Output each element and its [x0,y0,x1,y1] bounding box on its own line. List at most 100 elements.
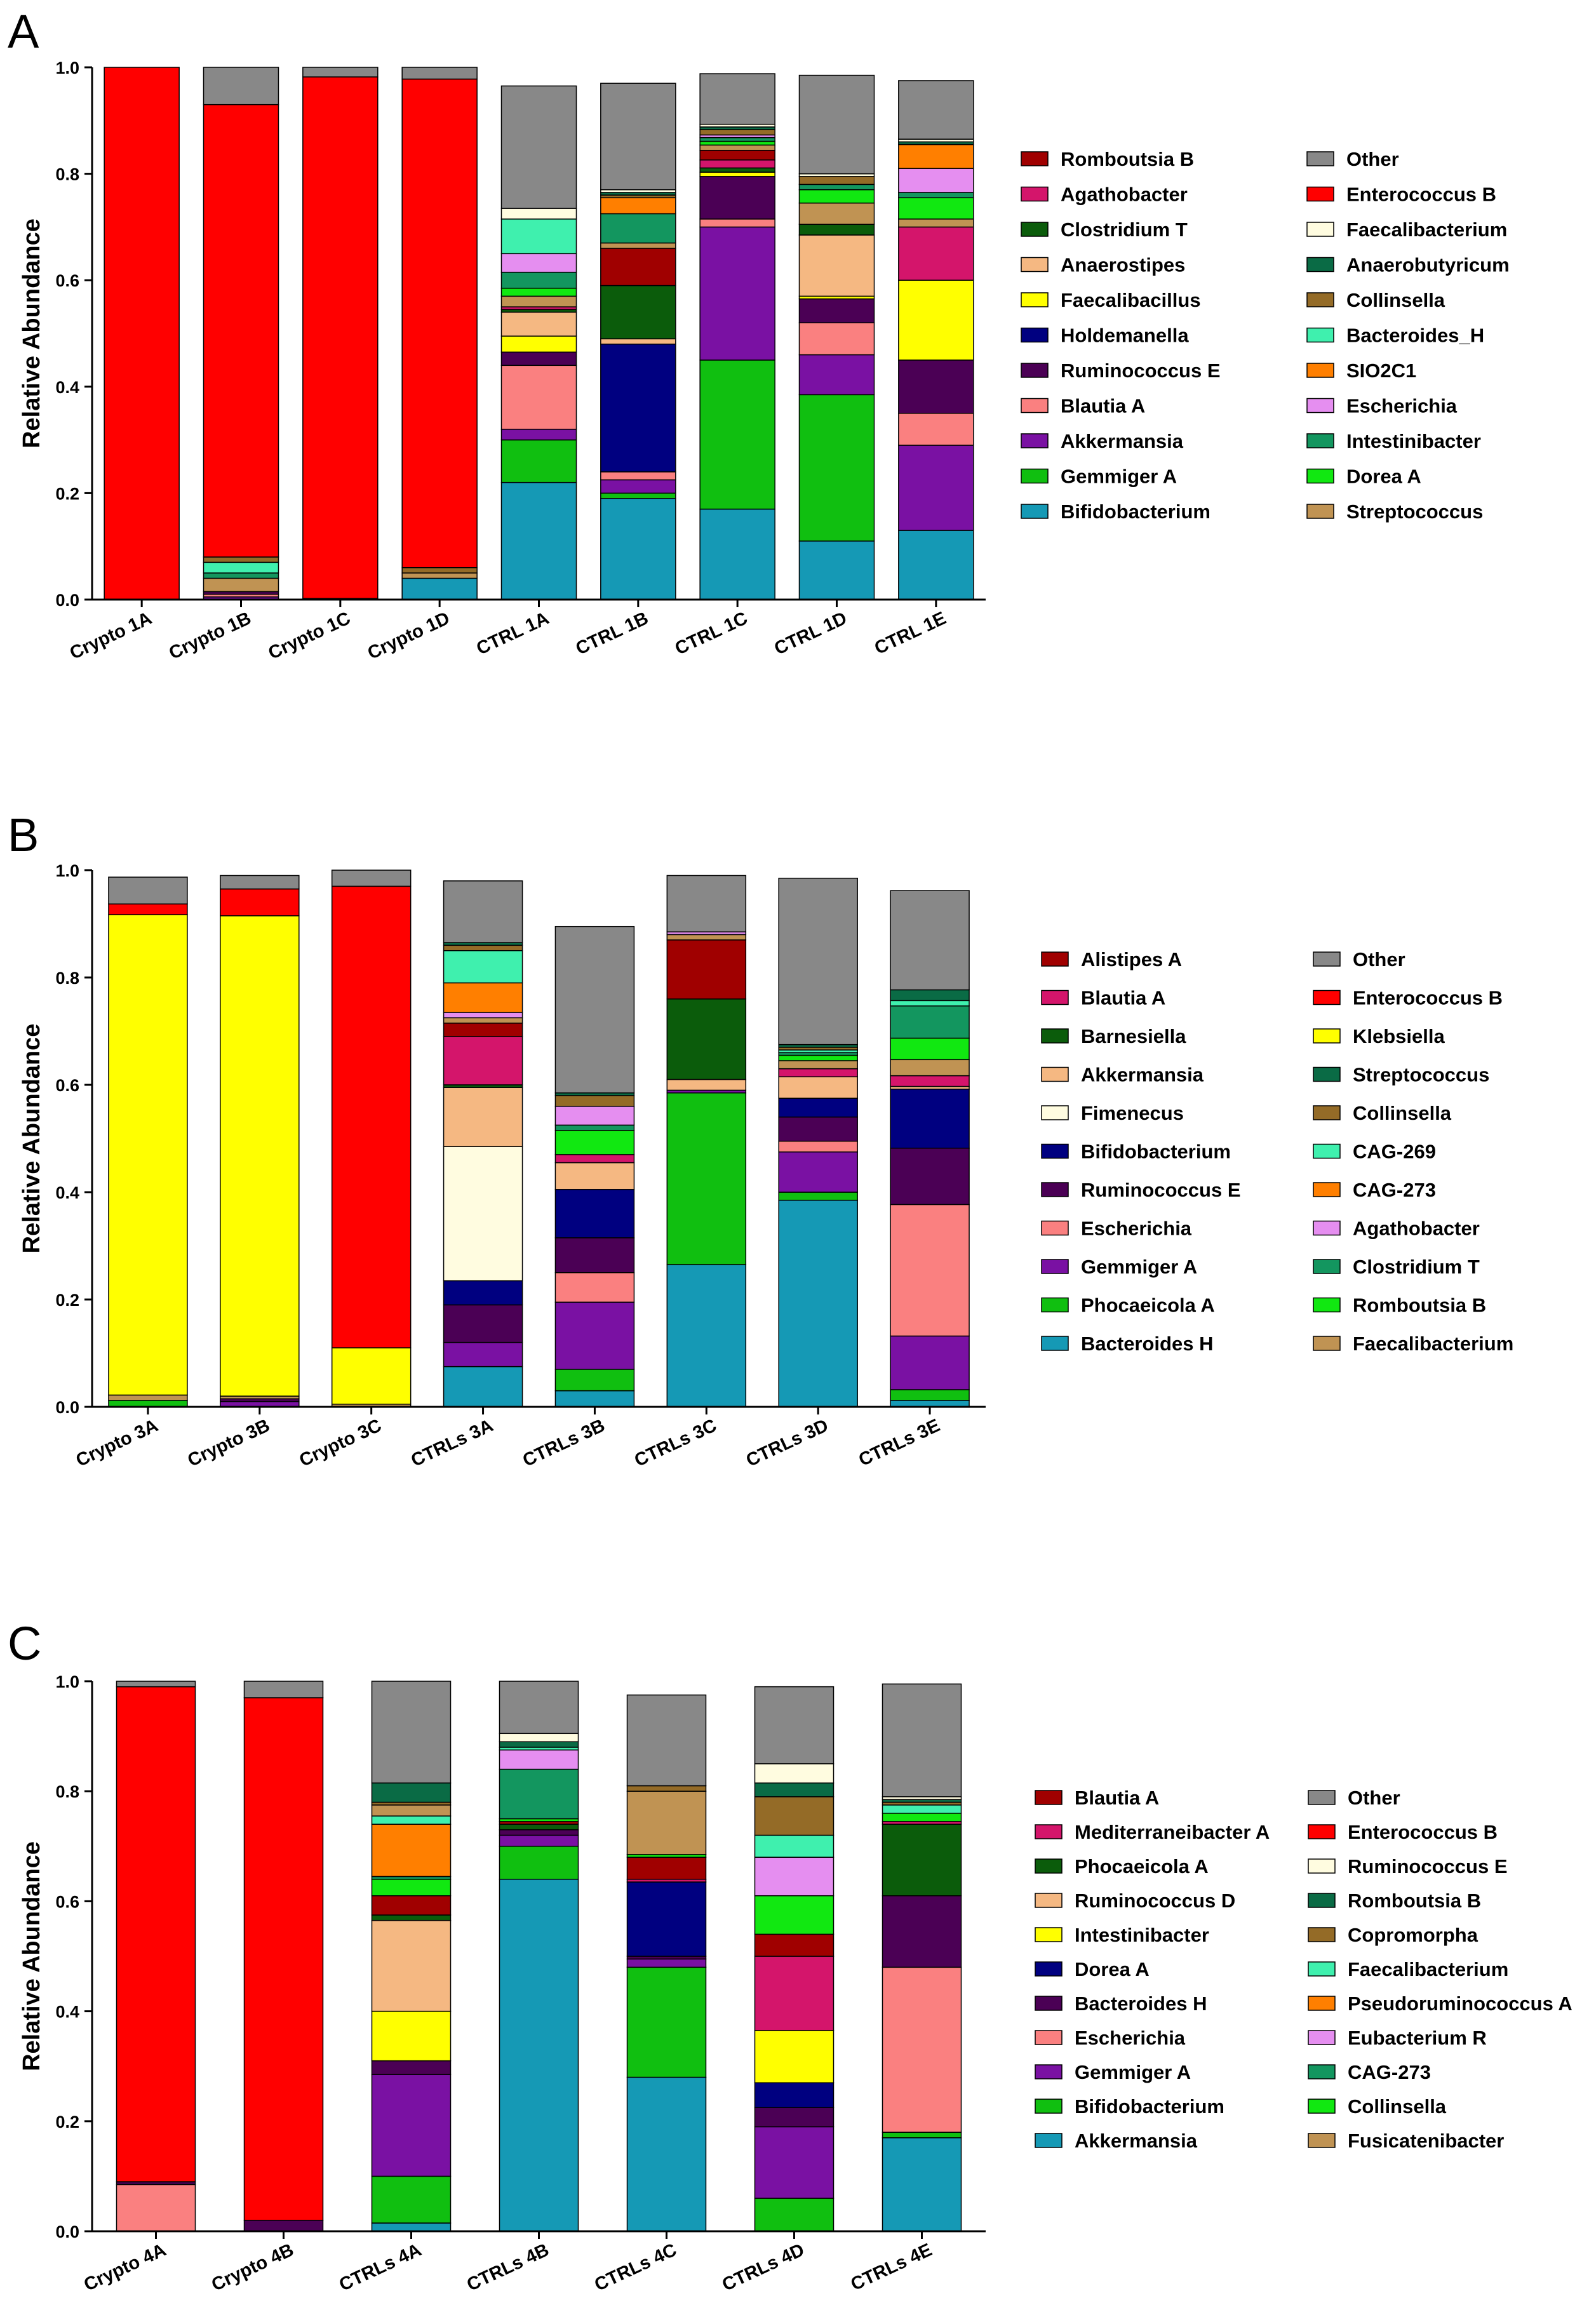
bar-segment-akkermansia [798,354,875,396]
bar-segment-dorea-a [754,2082,835,2108]
bar-segment-cag-273 [443,982,523,1013]
bar-segment-streptococcus [401,572,478,579]
bar-segment-gemmiger-a [554,1301,635,1370]
bar-segment-intestinibacter [203,572,279,579]
bar-segment-blautia-a [798,322,875,356]
bar-segment-other [108,877,188,904]
legend-swatch [1308,1961,1336,1977]
legend-label: Alistipes A [1081,948,1182,971]
legend-swatch [1021,398,1049,413]
panel-letter: B [8,809,39,861]
bar-segment-akkermansia [626,2076,707,2232]
bar-segment-agathobacter [898,226,974,281]
legend-label: Blautia A [1061,395,1145,417]
legend-label: Clostridium T [1061,218,1188,241]
bar-segment-sio2c1 [600,197,676,215]
bar-segment-enterococcus-b [108,903,188,915]
bar-segment-bifidobacterium [699,508,775,600]
bar-segment-bifidobacterium [443,1280,523,1306]
legend-label: Faecalibacterium [1353,1333,1513,1355]
bar-segment-bifidobacterium [778,1098,858,1118]
y-axis-title: Relative Abundance [18,218,45,448]
legend-label: Akkermansia [1061,430,1184,452]
legend-label: Holdemanella [1061,325,1189,347]
bar-segment-other [554,925,635,1094]
bar-segment-faecalibacterium [108,1394,188,1401]
legend-swatch [1041,990,1069,1005]
y-tick-label: 1.0 [55,861,79,880]
bar-segment-klebsiella [108,914,188,1396]
category-label: Crypto 1D [365,608,453,664]
legend-swatch [1308,2133,1336,2148]
legend-label: Escherichia [1346,395,1458,417]
bar-segment-gemmiger-a [798,394,875,542]
bar-segment-bifidobacterium [371,2175,452,2224]
bar-segment-intestinibacter [500,271,577,289]
legend-label: Bacteroides H [1081,1333,1213,1355]
legend-swatch [1035,1858,1063,1874]
legend-swatch [1313,1143,1341,1159]
legend-label: Dorea A [1346,466,1421,488]
bar-segment-clostridium-t [890,1005,970,1039]
legend-swatch [1306,398,1334,413]
legend-swatch [1021,468,1049,484]
category-label: CTRLs 4A [336,2240,424,2295]
category-label: CTRL 1D [771,608,850,659]
legend-label: Pseudoruminococcus A [1348,1992,1572,2015]
bar-segment-fimenecus [443,1146,523,1282]
y-axis-title: Relative Abundance [18,1841,45,2071]
category-label: CTRLs 3E [855,1415,943,1470]
bar-segment-escherichia [898,168,974,193]
y-tick-label: 0.0 [55,591,79,610]
bar-segment-akkermansia [371,2222,452,2232]
bar-segment-escherichia [500,253,577,273]
bar-segment-clostridium-t [600,285,676,340]
bar-segment-romboutsia-b [754,1782,835,1797]
bar-segment-faecalibacterium [371,1815,452,1825]
bar-segment-escherichia [778,1140,858,1153]
panel-letter: C [8,1617,41,1670]
legend-label: Blautia A [1075,1787,1159,1809]
bar-segment-bacteroides-h [666,1264,747,1407]
bar-segment-phocaeicola-a [666,1092,747,1265]
legend-swatch [1021,151,1049,166]
legend-swatch [1035,1824,1063,1839]
bar-segment-eubacterium-r [754,1857,835,1897]
bar-segment-romboutsia-b [600,248,676,286]
legend-swatch [1308,1858,1336,1874]
bar-segment-bacteroides-h [203,561,279,574]
bar-segment-other [371,1681,452,1783]
legend-label: Escherichia [1081,1218,1192,1240]
bar-segment-other [220,875,300,890]
bar-segment-other [890,890,970,991]
bar-segment-other [401,67,478,80]
y-tick-label: 0.6 [55,1076,79,1095]
bar-segment-other [626,1694,707,1787]
bar-segment-streptococcus [600,242,676,249]
bar-segment-bifidobacterium [890,1089,970,1149]
bar-segment-bacteroides-h [890,1400,970,1407]
legend-swatch [1035,1927,1063,1942]
legend-label: Romboutsia B [1061,148,1194,170]
legend-swatch [1041,1066,1069,1082]
legend-label: Bifidobacterium [1061,500,1210,523]
legend-label: Romboutsia B [1353,1294,1486,1317]
legend-swatch [1041,1143,1069,1159]
legend-swatch [1306,468,1334,484]
bar-segment-ruminococcus-e [754,1763,835,1783]
legend-label: Fusicatenibacter [1348,2130,1504,2152]
bar-segment-enterococcus-b [331,885,412,1348]
bar-segment-intestinibacter [371,2010,452,2062]
legend-swatch [1313,1297,1341,1313]
category-label: CTRL 1E [871,608,949,659]
bar-segment-other [500,85,577,209]
bar-segment-ruminococcus-e [798,298,875,323]
bar-segment-bacteroides-h [554,1390,635,1407]
y-tick-label: 0.4 [55,1183,79,1202]
bar-segment-intestinibacter [600,213,676,244]
bar-segment-clostridium-t [699,167,775,173]
y-tick-label: 0.2 [55,484,79,503]
category-label: CTRLs 3B [520,1415,608,1471]
legend-label: Bifidobacterium [1075,2095,1224,2118]
